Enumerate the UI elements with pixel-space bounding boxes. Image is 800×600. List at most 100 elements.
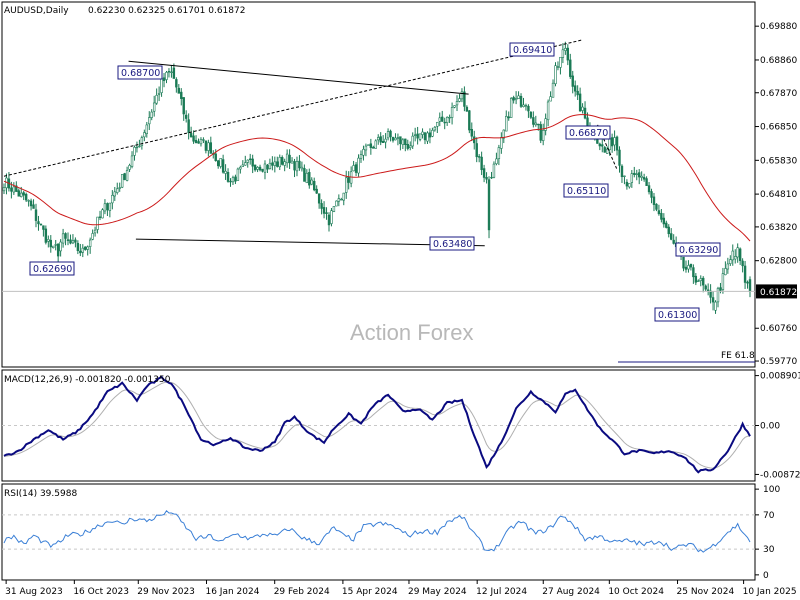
candle-body [731, 250, 734, 261]
candle-body [150, 111, 153, 118]
candle-body [354, 164, 358, 173]
candle-body [480, 156, 483, 171]
rsi-line [3, 510, 751, 553]
candle-body [475, 143, 478, 158]
candle-body [396, 137, 400, 139]
chart-symbol-title: AUDUSD,Daily [4, 6, 69, 16]
price-panel: 0.68700 0.69410 0.66870 0.65110 0.62690 0.634… [2, 39, 755, 363]
candle-body [411, 135, 414, 147]
candle-body [251, 158, 254, 167]
candle-body [138, 145, 141, 148]
candle-body [268, 162, 272, 169]
candle-body [285, 153, 289, 164]
candle-body [12, 186, 16, 193]
candle-body [684, 266, 688, 270]
candle-body [54, 244, 57, 246]
x-tick-label: 16 Jan 2024 [205, 587, 259, 597]
x-tick-label: 15 Apr 2024 [342, 587, 398, 597]
candle-body [482, 168, 486, 178]
candle-body [61, 233, 65, 244]
candle-body [433, 126, 437, 131]
candle-body [633, 172, 636, 175]
candle-body [495, 158, 498, 165]
y-tick-label: 0.63820 [760, 223, 797, 233]
candle-body [256, 167, 259, 170]
candle-body [537, 123, 540, 126]
annotation-label: 0.61300 [658, 310, 697, 321]
candle-body [103, 203, 107, 212]
candle-body [507, 116, 510, 119]
candle-body [413, 134, 417, 136]
candle-body [229, 180, 232, 183]
candle-body [253, 164, 257, 171]
candle-body [10, 187, 13, 192]
rsi-tick-label: 70 [763, 511, 775, 521]
candle-body [630, 173, 634, 183]
candle-body [290, 160, 294, 164]
candle-body [421, 131, 424, 135]
candle-body [645, 178, 648, 186]
macd-tick-label: -0.008729 [760, 470, 800, 480]
rsi-tick-label: 30 [763, 545, 775, 555]
candle-body [406, 143, 409, 149]
candle-body [140, 137, 144, 146]
rsi-panel [2, 510, 755, 553]
candle-body [569, 59, 572, 77]
candle-body [660, 212, 663, 220]
trendline [135, 238, 485, 247]
candle-body [231, 177, 235, 183]
annotation-box [117, 65, 163, 80]
ohlc-readout: 0.62230 0.62325 0.61701 0.61872 [88, 6, 245, 16]
candle-body [692, 267, 695, 278]
candle-body [162, 77, 166, 81]
candle-body [315, 188, 318, 194]
candle-body [160, 78, 163, 93]
candle-body [470, 128, 473, 137]
candle-body [578, 93, 582, 112]
annotation-box [429, 236, 475, 251]
candle-body [42, 225, 45, 230]
candle-body [271, 162, 274, 166]
candle-body [431, 129, 434, 137]
candle-body [135, 146, 139, 149]
candle-body [404, 138, 407, 145]
candle-body [20, 192, 23, 197]
macd-title: MACD(12,26,9) -0.001820 -0.001350 [4, 375, 171, 385]
candle-body [22, 192, 25, 196]
candle-body [202, 139, 205, 141]
candle-body [108, 202, 112, 211]
candle-body [372, 146, 375, 149]
candle-body [86, 246, 89, 250]
candle-body [226, 172, 230, 182]
candle-body [145, 124, 148, 134]
annotation-label: 0.69410 [513, 45, 552, 56]
candle-body [308, 172, 311, 186]
y-tick-label: 0.67870 [760, 89, 797, 99]
x-tick-label: 10 Oct 2024 [608, 587, 664, 597]
candle-body [317, 193, 321, 204]
rsi-tick-label: 100 [763, 485, 780, 495]
candle-body [29, 200, 33, 207]
candle-body [101, 209, 104, 219]
candle-body [487, 179, 491, 231]
candle-body [362, 149, 365, 156]
x-tick-label: 27 Aug 2024 [542, 587, 600, 597]
candle-body [573, 85, 577, 92]
candle-body [216, 160, 220, 167]
candle-body [721, 273, 725, 290]
macd-tick-label: 0.00 [760, 422, 780, 432]
candle-body [743, 265, 747, 283]
candle-body [623, 175, 626, 177]
candle-body [118, 187, 121, 189]
candle-body [428, 132, 432, 138]
fib-expansion-label: FE 61.8 [721, 351, 755, 361]
candle-body [120, 174, 124, 188]
candle-body [239, 166, 242, 170]
annotation-box [29, 261, 75, 276]
candle-body [399, 136, 402, 145]
candle-body [418, 133, 422, 140]
candle-body [423, 132, 427, 141]
candle-body [564, 48, 567, 51]
candle-body [359, 154, 363, 159]
candle-body [2, 187, 6, 192]
